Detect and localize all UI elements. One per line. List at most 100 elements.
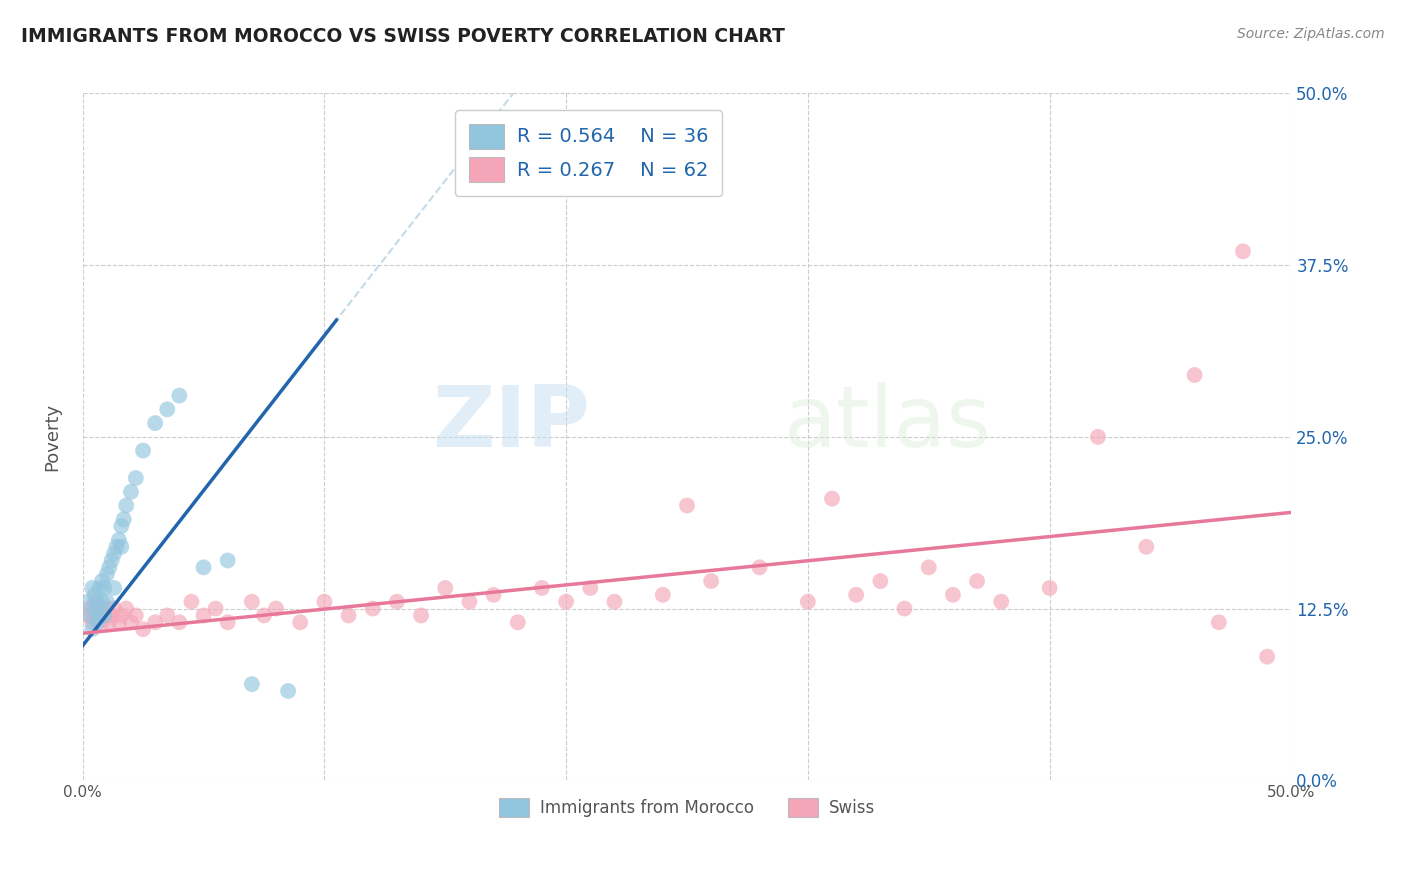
Point (1184, 368, 1206, 382)
Point (98, 560, 121, 574)
Point (143, 615, 166, 630)
Point (180, 595, 202, 609)
Point (89, 608, 111, 623)
Point (530, 581, 553, 595)
Point (1208, 615, 1230, 630)
Point (918, 560, 941, 574)
Point (132, 443, 155, 458)
Point (91, 615, 114, 630)
Point (748, 560, 770, 574)
Point (79, 608, 101, 623)
Point (458, 595, 481, 609)
Point (112, 512, 135, 526)
Point (93, 581, 115, 595)
Point (115, 499, 138, 513)
Point (217, 615, 239, 630)
Point (83, 601, 105, 615)
Point (76, 595, 98, 609)
Point (83, 595, 105, 609)
Point (385, 595, 408, 609)
Point (86, 615, 108, 630)
Point (1232, 244, 1254, 259)
Point (86, 608, 108, 623)
Point (132, 622, 155, 636)
Point (110, 608, 132, 623)
Point (103, 601, 125, 615)
Point (434, 581, 457, 595)
Y-axis label: Poverty: Poverty (44, 403, 60, 471)
Point (86, 595, 108, 609)
Point (82, 615, 104, 630)
Point (193, 560, 215, 574)
Point (143, 416, 166, 430)
Point (579, 581, 602, 595)
Point (603, 595, 626, 609)
Point (89, 601, 111, 615)
Point (96, 567, 118, 582)
Point (893, 601, 915, 615)
Point (966, 574, 988, 588)
Point (100, 608, 122, 623)
Point (277, 684, 299, 698)
Point (797, 595, 820, 609)
Point (869, 574, 891, 588)
Point (264, 601, 287, 615)
Point (82, 622, 104, 636)
Point (290, 615, 312, 630)
Point (990, 595, 1012, 609)
Point (79, 601, 101, 615)
Point (100, 553, 122, 567)
Point (98, 615, 121, 630)
Point (120, 615, 142, 630)
Point (1135, 540, 1157, 554)
Legend: Immigrants from Morocco, Swiss: Immigrants from Morocco, Swiss (492, 791, 882, 823)
Point (506, 615, 529, 630)
Point (1087, 430, 1109, 444)
Text: IMMIGRANTS FROM MOROCCO VS SWISS POVERTY CORRELATION CHART: IMMIGRANTS FROM MOROCCO VS SWISS POVERTY… (21, 27, 785, 45)
Point (169, 615, 191, 630)
Point (314, 595, 336, 609)
Point (110, 519, 132, 533)
Point (91, 595, 114, 609)
Point (193, 608, 215, 623)
Point (821, 491, 844, 506)
Point (96, 595, 118, 609)
Point (125, 471, 148, 485)
Point (108, 615, 131, 630)
Point (105, 540, 128, 554)
Point (240, 595, 263, 609)
Point (409, 608, 432, 623)
Point (125, 608, 148, 623)
Point (103, 581, 125, 595)
Point (110, 540, 132, 554)
Point (942, 588, 965, 602)
Point (253, 608, 276, 623)
Point (240, 677, 263, 691)
Text: ZIP: ZIP (433, 382, 591, 465)
Point (120, 484, 142, 499)
Point (156, 608, 179, 623)
Point (156, 402, 179, 417)
Point (169, 389, 191, 403)
Point (1256, 649, 1278, 664)
Point (651, 588, 673, 602)
Point (115, 601, 138, 615)
Point (361, 601, 384, 615)
Point (103, 547, 125, 561)
Point (217, 553, 239, 567)
Point (76, 608, 98, 623)
Point (700, 574, 723, 588)
Text: Source: ZipAtlas.com: Source: ZipAtlas.com (1237, 27, 1385, 41)
Point (337, 608, 360, 623)
Point (676, 499, 699, 513)
Point (93, 608, 115, 623)
Point (96, 601, 118, 615)
Point (555, 595, 578, 609)
Point (93, 608, 115, 623)
Point (204, 601, 226, 615)
Point (82, 581, 104, 595)
Point (845, 588, 868, 602)
Text: atlas: atlas (783, 382, 991, 465)
Point (89, 581, 111, 595)
Point (108, 533, 131, 547)
